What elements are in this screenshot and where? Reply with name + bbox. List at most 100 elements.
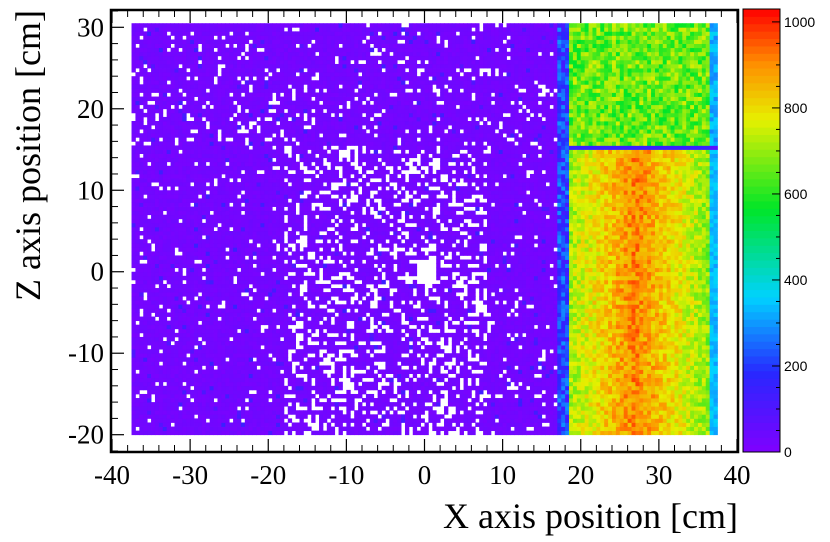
heatmap-cell — [342, 27, 347, 32]
heatmap-cell — [143, 47, 148, 53]
heatmap-cell — [143, 202, 148, 207]
heatmap-cell — [268, 271, 273, 277]
heatmap-cell — [197, 239, 203, 244]
heatmap-cell — [237, 353, 242, 358]
heatmap-cell — [178, 365, 183, 370]
heatmap-cell — [315, 129, 320, 134]
heatmap-cell — [143, 332, 148, 338]
heatmap-cell — [194, 72, 199, 77]
heatmap-cell — [194, 186, 199, 191]
heatmap-cell — [135, 255, 140, 260]
heatmap-cell — [158, 426, 164, 432]
heatmap-cell — [233, 23, 238, 28]
heatmap-cell — [225, 430, 230, 436]
heatmap-cell — [178, 410, 183, 415]
heatmap-cell — [299, 271, 304, 277]
heatmap-cell — [276, 373, 281, 379]
heatmap-cell — [201, 190, 207, 195]
heatmap-cell — [237, 300, 242, 305]
heatmap-cell — [162, 116, 168, 122]
heatmap-cell — [162, 125, 168, 130]
heatmap-cell — [291, 149, 296, 154]
heatmap-cell — [147, 194, 152, 199]
heatmap-cell — [260, 381, 265, 387]
heatmap-cell — [151, 206, 156, 212]
heatmap-cell — [190, 80, 195, 85]
heatmap-cell — [205, 27, 211, 32]
heatmap-cell — [276, 271, 281, 277]
heatmap-cell — [174, 316, 179, 322]
heatmap-cell — [225, 55, 230, 61]
heatmap-cell — [186, 84, 191, 89]
heatmap-cell — [131, 324, 136, 330]
heatmap-cell — [264, 202, 269, 207]
heatmap-cell — [186, 169, 191, 175]
heatmap-cell — [221, 231, 226, 236]
heatmap-cell — [334, 369, 339, 374]
heatmap-cell — [147, 96, 152, 102]
heatmap-cell — [135, 279, 140, 285]
heatmap-cell — [217, 283, 222, 289]
heatmap-cell — [178, 369, 183, 374]
heatmap-cell — [322, 27, 328, 32]
heatmap-cell — [194, 251, 199, 256]
heatmap-cell — [139, 271, 144, 277]
heatmap-cell — [319, 414, 324, 419]
heatmap-cell — [287, 410, 293, 415]
heatmap-cell — [182, 55, 187, 61]
heatmap-cell — [350, 153, 355, 159]
heatmap-cell — [209, 137, 214, 142]
heatmap-cell — [307, 292, 312, 297]
heatmap-cell — [131, 251, 136, 256]
heatmap-cell — [240, 312, 246, 317]
heatmap-cell — [307, 247, 312, 252]
heatmap-cell — [174, 369, 179, 374]
heatmap-cell — [186, 255, 191, 260]
heatmap-cell — [186, 194, 191, 199]
heatmap-cell — [151, 108, 156, 114]
heatmap-cell — [182, 275, 187, 281]
heatmap-cell — [252, 410, 257, 415]
heatmap-cell — [315, 63, 320, 69]
heatmap-cell — [346, 398, 351, 403]
heatmap-cell — [194, 112, 199, 118]
heatmap-cell — [147, 308, 152, 313]
heatmap-cell — [299, 357, 304, 362]
heatmap-cell — [268, 267, 273, 273]
heatmap-cell — [303, 398, 308, 403]
heatmap-cell — [338, 76, 343, 81]
heatmap-cell — [217, 296, 222, 301]
heatmap-cell — [291, 235, 296, 240]
heatmap-cell — [225, 296, 230, 301]
heatmap-cell — [197, 304, 203, 309]
heatmap-cell — [346, 72, 351, 77]
heatmap-cell — [143, 92, 148, 97]
heatmap-cell — [319, 129, 324, 134]
heatmap-cell — [237, 84, 242, 89]
heatmap-cell — [240, 332, 246, 338]
heatmap-cell — [264, 369, 269, 374]
heatmap-cell — [244, 365, 250, 370]
heatmap-cell — [170, 324, 175, 330]
heatmap-cell — [315, 365, 320, 370]
heatmap-cell — [322, 300, 328, 305]
heatmap-cell — [240, 153, 246, 159]
heatmap-cell — [326, 389, 332, 395]
heatmap-cell — [162, 369, 168, 374]
heatmap-cell — [268, 112, 273, 118]
heatmap-cell — [178, 243, 183, 248]
heatmap-cell — [311, 84, 316, 89]
heatmap-cell — [209, 112, 214, 118]
heatmap-cell — [205, 406, 211, 411]
heatmap-cell — [330, 137, 336, 142]
heatmap-cell — [279, 202, 285, 207]
heatmap-cell — [330, 279, 336, 285]
heatmap-cell — [311, 259, 316, 264]
heatmap-cell — [209, 426, 214, 432]
heatmap-cell — [326, 283, 332, 289]
heatmap-cell — [229, 328, 234, 334]
heatmap-cell — [135, 336, 140, 342]
heatmap-cell — [279, 169, 285, 175]
heatmap-cell — [174, 426, 179, 432]
heatmap-cell — [319, 324, 324, 330]
